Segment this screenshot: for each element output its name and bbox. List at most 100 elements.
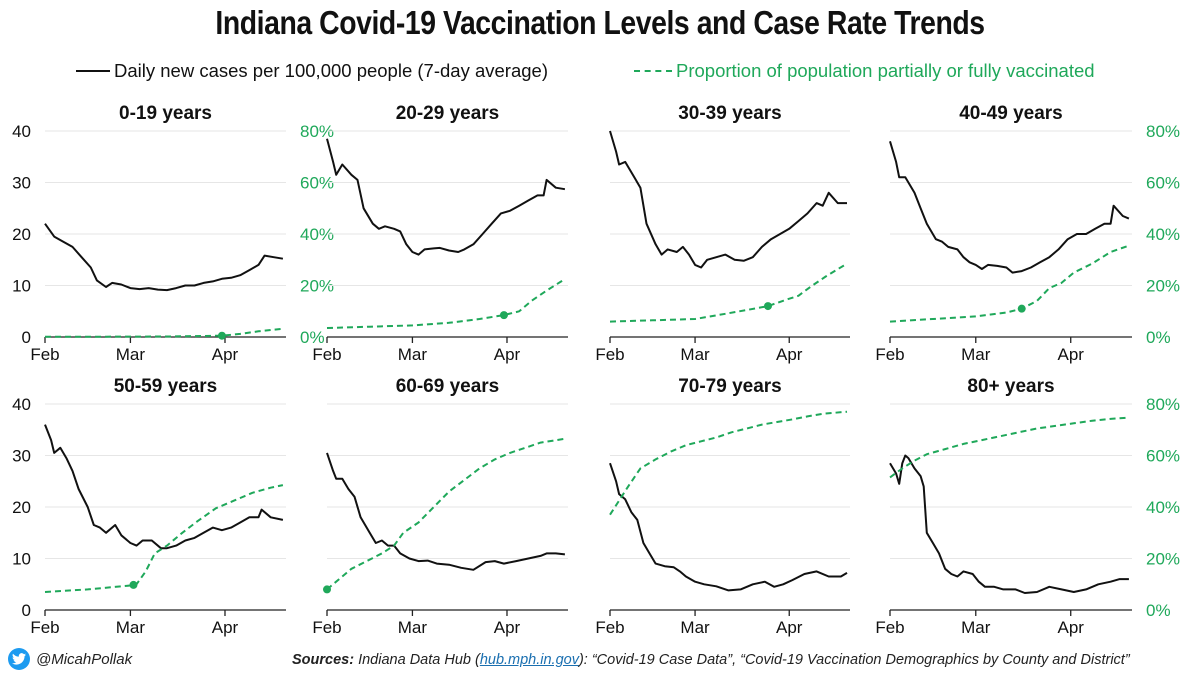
- cases-line: [609, 130, 847, 269]
- chart-title: Indiana Covid-19 Vaccination Levels and …: [215, 4, 985, 41]
- sources-note: Sources: Indiana Data Hub (hub.mph.in.go…: [292, 652, 1130, 668]
- y-right-tick-label: 80%: [300, 122, 334, 141]
- panel-40-49-years: 40-49 years Feb Mar Apr 0% 20% 40% 60% 80%: [875, 103, 1180, 364]
- vaccinated-marker-point: [763, 302, 772, 311]
- x-tick-label: Feb: [875, 345, 904, 364]
- x-tick-label: Mar: [116, 345, 146, 364]
- vaccinated-line: [889, 244, 1130, 323]
- x-tick-label: Apr: [494, 618, 521, 637]
- x-tick-label: Mar: [961, 345, 991, 364]
- x-tick-label: Apr: [1057, 345, 1084, 364]
- vaccinated-line: [889, 416, 1129, 479]
- vaccinated-line: [326, 437, 566, 591]
- y-right-tick-label: 0%: [1146, 328, 1171, 347]
- panel-0-19-years: 0-19 years Feb Mar Apr 0 10 20 30 40 0% 20% 40% 60% 8…: [12, 103, 334, 364]
- legend-swatch-solid-line: [76, 70, 110, 72]
- x-tick-label: Apr: [494, 345, 521, 364]
- panel-70-79-years: 70-79 years Feb Mar Apr: [595, 376, 850, 637]
- x-tick-label: Feb: [30, 345, 59, 364]
- y-right-tick-label: 20%: [1146, 277, 1180, 296]
- y-right-tick-label: 60%: [1146, 447, 1180, 466]
- y-left-tick-label: 20: [12, 498, 31, 517]
- cases-line: [326, 452, 566, 571]
- panel-20-29-years: 20-29 years Feb Mar Apr: [312, 103, 568, 364]
- x-tick-label: Apr: [776, 618, 803, 637]
- panel-title: 50-59 years: [114, 376, 218, 397]
- panel-title: 30-39 years: [678, 103, 782, 124]
- y-left-tick-label: 40: [12, 122, 31, 141]
- y-right-tick-label: 40%: [1146, 498, 1180, 517]
- x-tick-label: Mar: [680, 618, 710, 637]
- x-tick-label: Apr: [212, 618, 239, 637]
- panel-30-39-years: 30-39 years Feb Mar Apr: [595, 103, 850, 364]
- cases-line: [889, 454, 1129, 594]
- panel-title: 80+ years: [967, 376, 1054, 397]
- vaccinated-marker-point: [217, 331, 226, 340]
- x-tick-label: Mar: [961, 618, 991, 637]
- y-left-tick-label: 30: [12, 447, 31, 466]
- legend-item-cases: Daily new cases per 100,000 people (7-da…: [76, 60, 548, 82]
- vaccinated-line: [326, 278, 566, 329]
- y-right-tick-label: 0%: [300, 328, 325, 347]
- x-tick-label: Feb: [312, 618, 341, 637]
- y-right-tick-label: 40%: [300, 225, 334, 244]
- twitter-bird-icon: [8, 648, 30, 670]
- sources-text-pre: Indiana Data Hub (: [354, 652, 480, 668]
- vaccinated-line: [45, 327, 284, 338]
- sources-label: Sources:: [292, 652, 355, 668]
- vaccinated-line: [609, 262, 848, 323]
- x-tick-label: Feb: [30, 618, 59, 637]
- vaccinated-marker-point: [129, 580, 138, 589]
- legend-label-vaccinated: Proportion of population partially or fu…: [676, 60, 1095, 81]
- cases-line: [44, 424, 284, 550]
- y-left-tick-label: 10: [12, 277, 31, 296]
- panel-80-years: 80+ years Feb Mar Apr 0% 20% 40% 60% 80%: [875, 376, 1180, 637]
- x-tick-label: Feb: [875, 618, 904, 637]
- panel-50-59-years: 50-59 years Feb Mar Apr 0 10 20 30 40: [12, 376, 286, 637]
- panel-title: 40-49 years: [959, 103, 1063, 124]
- twitter-handle[interactable]: @MicahPollak: [8, 648, 132, 670]
- x-tick-label: Feb: [595, 618, 624, 637]
- x-tick-label: Mar: [680, 345, 710, 364]
- vaccinated-line: [44, 484, 284, 593]
- vaccinated-line: [609, 410, 848, 516]
- x-tick-label: Feb: [595, 345, 624, 364]
- y-right-tick-label: 20%: [300, 277, 334, 296]
- x-tick-label: Mar: [398, 618, 428, 637]
- cases-line: [44, 223, 284, 292]
- x-tick-label: Apr: [1057, 618, 1084, 637]
- y-right-tick-label: 40%: [1146, 225, 1180, 244]
- sources-text-post: ): “Covid-19 Case Data”, “Covid-19 Vacci…: [578, 652, 1130, 668]
- x-tick-label: Apr: [212, 345, 239, 364]
- y-right-tick-label: 80%: [1146, 122, 1180, 141]
- y-right-tick-label: 60%: [300, 174, 334, 193]
- x-tick-label: Mar: [398, 345, 428, 364]
- cases-line: [326, 138, 566, 256]
- x-tick-label: Mar: [116, 618, 146, 637]
- y-left-tick-label: 20: [12, 225, 31, 244]
- panel-title: 20-29 years: [396, 103, 500, 124]
- y-left-tick-label: 30: [12, 174, 31, 193]
- cases-line: [609, 462, 848, 592]
- x-tick-label: Apr: [776, 345, 803, 364]
- panel-title: 0-19 years: [119, 103, 212, 124]
- cases-line: [889, 141, 1130, 274]
- y-right-tick-label: 80%: [1146, 395, 1180, 414]
- y-left-tick-label: 0: [22, 601, 31, 620]
- legend-swatch-dashed-line: [634, 70, 672, 72]
- panel-title: 70-79 years: [678, 376, 782, 397]
- x-tick-label: Feb: [312, 345, 341, 364]
- y-right-tick-label: 60%: [1146, 174, 1180, 193]
- y-right-tick-label: 0%: [1146, 601, 1171, 620]
- y-left-tick-label: 10: [12, 550, 31, 569]
- sources-link[interactable]: hub.mph.in.gov: [479, 652, 579, 668]
- panel-60-69-years: 60-69 years Feb Mar Apr: [312, 376, 568, 637]
- panel-title: 60-69 years: [396, 376, 500, 397]
- legend-item-vaccinated: Proportion of population partially or fu…: [634, 60, 1095, 82]
- twitter-handle-text: @MicahPollak: [36, 650, 133, 668]
- vaccinated-marker-point: [1017, 304, 1026, 313]
- y-left-tick-label: 0: [22, 328, 31, 347]
- vaccinated-marker-point: [499, 311, 508, 320]
- y-right-tick-label: 20%: [1146, 550, 1180, 569]
